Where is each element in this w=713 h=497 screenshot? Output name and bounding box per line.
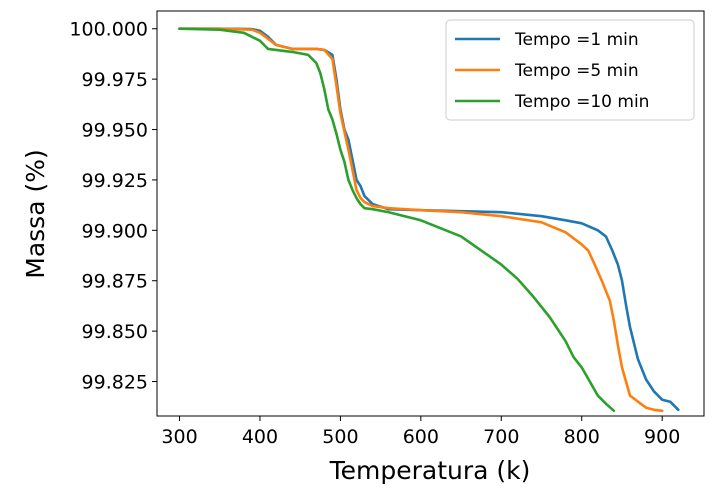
series-line-2 [178,27,664,413]
x-axis-ticks: 300 400 500 600 700 800 900 [161,416,680,448]
plot-lines [178,27,680,413]
plot-frame [156,10,705,417]
y-tick-label: 99.925 [82,170,148,192]
legend-label-3: Tempo =10 min [514,92,649,112]
x-tick-label: 700 [483,426,519,448]
y-tick-label: 100.000 [69,19,148,41]
x-tick-label: 600 [403,426,439,448]
y-tick-label: 99.900 [82,220,148,242]
x-tick-label: 900 [644,426,680,448]
x-tick-label: 800 [564,426,600,448]
x-tick-label: 300 [161,426,197,448]
legend-label-1: Tempo =1 min [514,30,639,50]
x-tick-label: 500 [322,426,358,448]
x-axis-title: Temperatura (k) [329,456,531,485]
legend: Tempo =1 min Tempo =5 min Tempo =10 min [445,19,695,121]
y-axis-title: Massa (%) [21,149,50,278]
y-axis-ticks: 99.825 99.850 99.875 99.900 99.925 99.950 99.9… [69,19,157,394]
y-tick-label: 99.825 [82,372,148,394]
y-tick-label: 99.975 [82,69,148,91]
series-line-3 [178,27,616,413]
x-tick-label: 400 [242,426,278,448]
y-tick-label: 99.850 [82,321,148,343]
legend-frame [445,19,695,121]
legend-label-2: Tempo =5 min [514,61,639,81]
y-tick-label: 99.875 [82,271,148,293]
y-tick-label: 99.950 [82,120,148,142]
